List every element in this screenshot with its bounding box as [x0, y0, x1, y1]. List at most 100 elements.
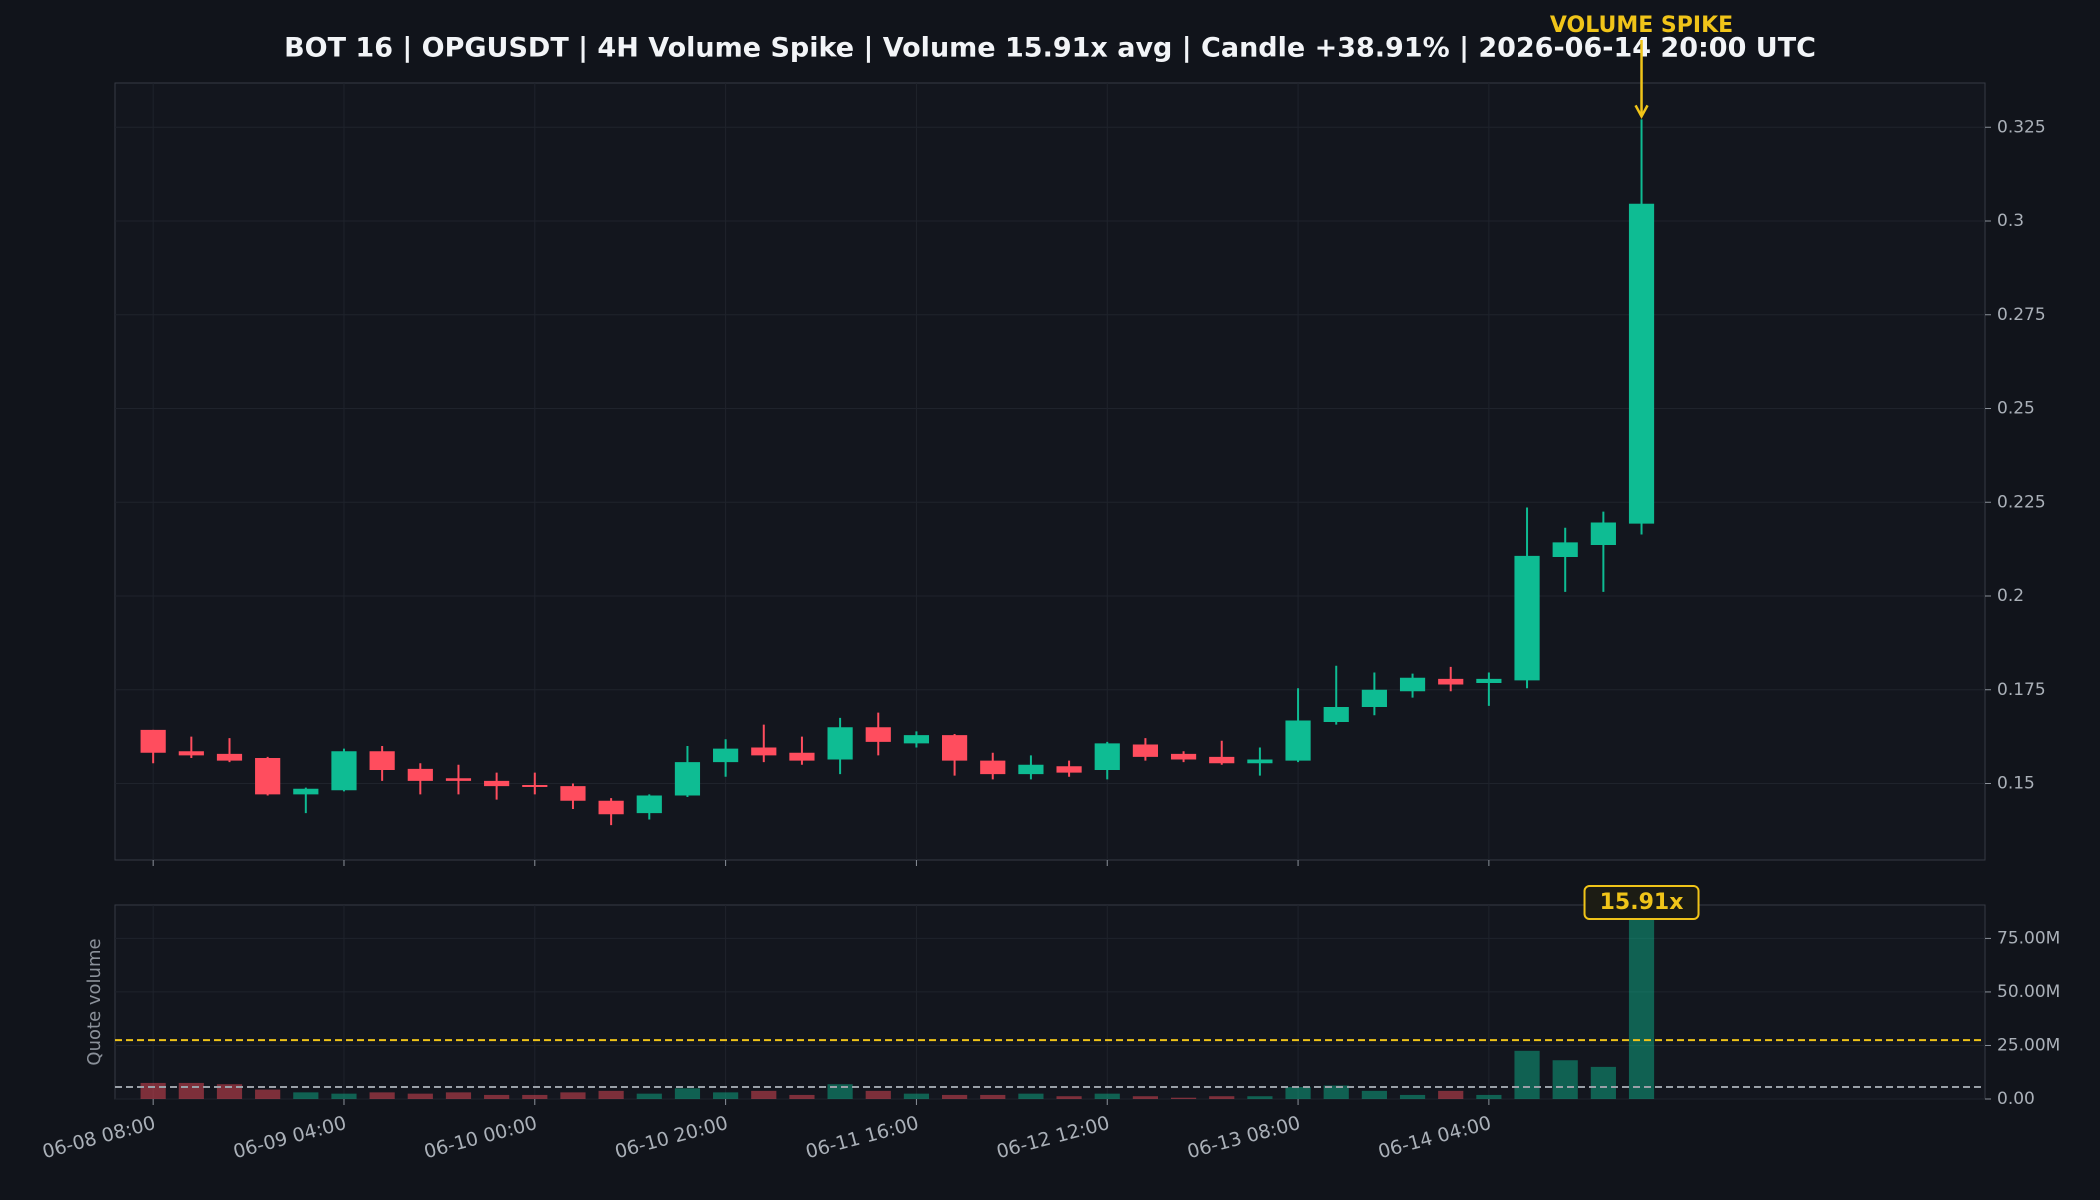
candle-body: [216, 753, 243, 761]
candle-body: [865, 727, 891, 742]
volume-bar: [331, 1093, 357, 1099]
y-tick-label: 0.15: [1997, 774, 2035, 794]
volume-bar: [1247, 1096, 1273, 1099]
volume-bar: [1514, 1050, 1540, 1099]
candle-body: [178, 751, 204, 756]
candle-body: [1438, 678, 1464, 685]
y-tick-label: 0.00: [1997, 1089, 2035, 1109]
volume-bar: [1323, 1085, 1349, 1099]
candle-body: [1590, 522, 1616, 545]
volume-bar: [1170, 1097, 1197, 1099]
y-tick-label: 0.325: [1997, 117, 2046, 137]
annotation-arrowhead: [1634, 104, 1649, 119]
candle-body: [713, 748, 739, 763]
candle-body: [484, 780, 510, 787]
candle-body: [369, 751, 395, 770]
candle-body: [560, 786, 586, 801]
volume-bar: [140, 1082, 166, 1099]
y-tick-label: 0.2: [1997, 586, 2024, 606]
candle-body: [1514, 555, 1540, 681]
y-tick-label: 0.175: [1997, 680, 2046, 700]
volume-bar: [1132, 1096, 1159, 1099]
volume-bar: [751, 1090, 777, 1099]
volume-bar: [1399, 1094, 1426, 1099]
candle-body: [1209, 756, 1235, 764]
volume-bar: [255, 1089, 281, 1099]
candle-body: [674, 762, 701, 796]
volume-bar: [1590, 1066, 1616, 1099]
volume-bar: [1476, 1094, 1502, 1099]
volume-bar: [865, 1090, 891, 1099]
candle-body: [1094, 743, 1120, 770]
volume-bar: [941, 1094, 968, 1099]
volume-bar: [980, 1094, 1006, 1099]
candle-body: [140, 729, 166, 753]
candle-body: [1170, 753, 1197, 760]
volume-panel: [114, 904, 1986, 1100]
volume-bar: [674, 1088, 701, 1099]
volume-bar: [1209, 1096, 1235, 1099]
volume-bar: [1094, 1093, 1120, 1099]
candle-body: [789, 752, 815, 761]
volume-bar: [293, 1092, 319, 1099]
volume-bar: [178, 1082, 204, 1099]
volume-bar: [598, 1090, 624, 1099]
volume-bar: [560, 1092, 586, 1099]
volume-bar: [1018, 1093, 1044, 1099]
volume-bar: [1285, 1087, 1311, 1099]
candle-body: [407, 768, 433, 781]
volume-annotation: 15.91x: [1600, 890, 1684, 915]
volume-bar: [407, 1093, 433, 1099]
candle-body: [1399, 677, 1426, 692]
candle-body: [941, 735, 968, 761]
candle-body: [1247, 759, 1273, 764]
candle-body: [598, 800, 624, 815]
y-tick-label: 75.00M: [1997, 928, 2060, 948]
candle-body: [293, 788, 319, 795]
volume-bar: [1552, 1060, 1578, 1099]
chart-title: BOT 16 | OPGUSDT | 4H Volume Spike | Vol…: [284, 33, 1816, 64]
volume-bar: [1056, 1096, 1082, 1099]
volume-bar: [903, 1093, 930, 1099]
candle-body: [827, 727, 853, 760]
candle-body: [1361, 689, 1387, 707]
candle-body: [903, 735, 930, 744]
y-tick-label: 50.00M: [1997, 982, 2060, 1002]
volume-bar: [522, 1094, 548, 1099]
candle-body: [636, 795, 662, 814]
volume-bar: [636, 1093, 662, 1099]
y-tick-label: 0.3: [1997, 211, 2024, 231]
candle-body: [1552, 542, 1578, 557]
volume-bar: [445, 1092, 472, 1099]
candle-body: [1056, 766, 1082, 773]
candle-body: [1132, 744, 1159, 757]
y-tick-label: 0.25: [1997, 399, 2035, 419]
candle-body: [1476, 678, 1502, 683]
volume-bar: [484, 1094, 510, 1099]
candle-body: [331, 751, 357, 791]
volume-bar: [789, 1094, 815, 1099]
candle-body: [522, 785, 548, 787]
candle-body: [1628, 203, 1655, 524]
y-tick-label: 25.00M: [1997, 1035, 2060, 1055]
candle-body: [1285, 720, 1311, 761]
volume-bar: [216, 1084, 243, 1099]
price-panel: [114, 82, 1986, 861]
candle-body: [445, 778, 472, 781]
candle-body: [751, 747, 777, 756]
y-axis-label: Quote volume: [84, 938, 105, 1065]
y-tick-label: 0.275: [1997, 305, 2046, 325]
candle-body: [1323, 707, 1349, 722]
volume-bar: [1361, 1090, 1387, 1099]
annotation: VOLUME SPIKE: [1550, 13, 1733, 38]
volume-bar: [1628, 908, 1655, 1099]
volume-bar: [1438, 1090, 1464, 1099]
annotation-box: [1583, 885, 1700, 920]
candle-body: [1018, 764, 1044, 775]
y-tick-label: 0.225: [1997, 492, 2046, 512]
volume-bar: [369, 1092, 395, 1099]
candle-body: [980, 760, 1006, 775]
volume-bar: [713, 1092, 739, 1099]
